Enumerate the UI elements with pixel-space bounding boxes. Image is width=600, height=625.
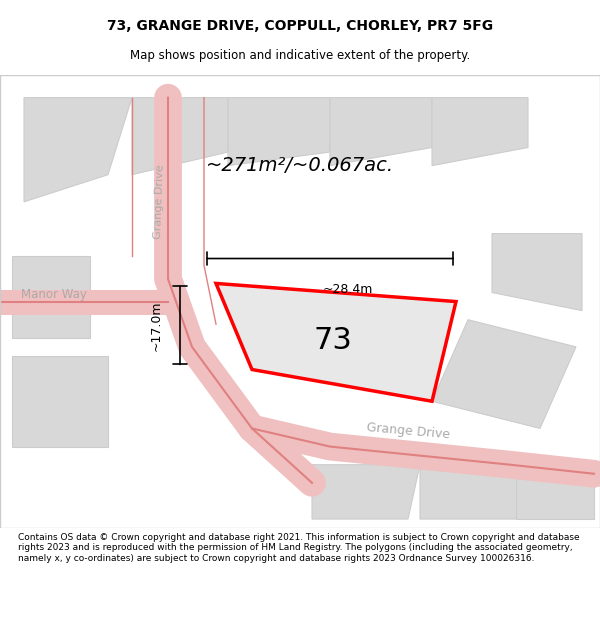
Text: Map shows position and indicative extent of the property.: Map shows position and indicative extent… (130, 49, 470, 62)
Polygon shape (432, 319, 576, 429)
Polygon shape (492, 234, 582, 311)
Text: Contains OS data © Crown copyright and database right 2021. This information is : Contains OS data © Crown copyright and d… (18, 533, 580, 562)
Polygon shape (516, 465, 594, 519)
Polygon shape (24, 98, 132, 202)
Text: 73, GRANGE DRIVE, COPPULL, CHORLEY, PR7 5FG: 73, GRANGE DRIVE, COPPULL, CHORLEY, PR7 … (107, 19, 493, 32)
Text: Manor Way: Manor Way (21, 288, 87, 301)
Text: 73: 73 (314, 326, 352, 354)
Text: Grange Drive: Grange Drive (153, 164, 165, 239)
Polygon shape (330, 98, 432, 166)
Polygon shape (132, 98, 228, 174)
Polygon shape (312, 465, 420, 519)
Text: ~271m²/~0.067ac.: ~271m²/~0.067ac. (206, 156, 394, 175)
Polygon shape (420, 460, 528, 519)
Text: ~17.0m: ~17.0m (149, 300, 163, 351)
Text: ~28.4m: ~28.4m (323, 284, 373, 296)
Polygon shape (432, 98, 528, 166)
Polygon shape (228, 98, 330, 166)
Text: Grange Drive: Grange Drive (366, 421, 450, 441)
Polygon shape (216, 284, 456, 401)
Polygon shape (12, 256, 90, 338)
Polygon shape (12, 356, 108, 446)
